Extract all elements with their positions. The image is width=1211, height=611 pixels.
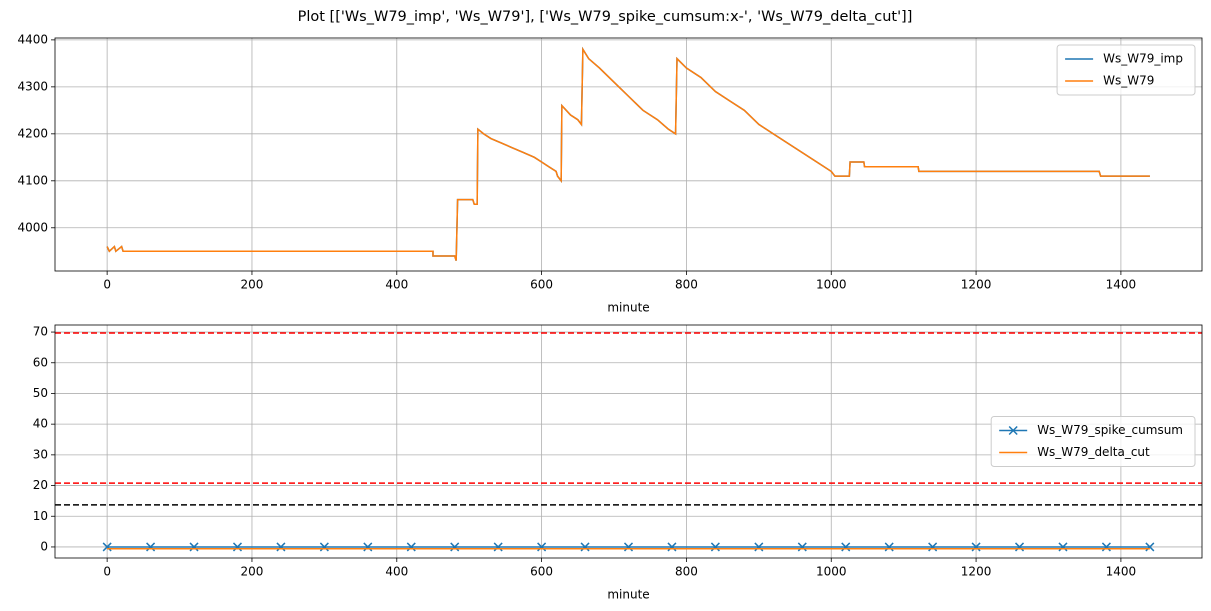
marker (1014, 542, 1025, 552)
marker (1058, 542, 1068, 552)
marker (667, 542, 677, 552)
y-tick-label: 10 (33, 509, 48, 523)
x-tick-label: 200 (241, 278, 264, 292)
legend-label: Ws_W79_imp (1103, 52, 1183, 66)
marker (493, 542, 503, 552)
figure-title: Plot [['Ws_W79_imp', 'Ws_W79'], ['Ws_W79… (298, 9, 913, 25)
legend-box (1056, 44, 1196, 96)
series-line (106, 46, 1150, 261)
y-tick-label: 4400 (17, 32, 48, 46)
y-tick-label: 4200 (17, 126, 48, 140)
y-tick-label: 20 (33, 478, 48, 492)
x-tick-label: 1200 (961, 278, 992, 292)
marker (971, 542, 981, 552)
marker (363, 542, 373, 552)
plot-area (55, 332, 1202, 552)
marker (710, 542, 720, 552)
marker (928, 542, 938, 552)
x-tick-label: 1400 (1106, 565, 1137, 579)
marker (580, 542, 590, 552)
marker (1101, 542, 1111, 552)
y-tick-label: 50 (33, 386, 48, 400)
x-tick-label: 1200 (961, 565, 992, 579)
marker (450, 542, 460, 552)
marker (102, 542, 112, 552)
y-tick-label: 30 (33, 447, 48, 461)
marker (884, 542, 894, 552)
marker (537, 542, 547, 552)
legend-label: Ws_W79_spike_cumsum (1037, 423, 1183, 437)
x-tick-label: 1000 (816, 565, 847, 579)
x-tick-label: 800 (675, 278, 698, 292)
y-tick-label: 0 (40, 539, 48, 553)
x-tick-label: 400 (385, 278, 408, 292)
x-tick-label: 0 (103, 278, 111, 292)
marker (1145, 542, 1155, 552)
marker (623, 542, 634, 552)
axes-frame (54, 324, 1203, 559)
x-tick-label: 200 (241, 565, 264, 579)
legend-marker (1008, 425, 1018, 436)
marker (276, 542, 286, 552)
marker (797, 542, 807, 552)
x-tick-label: 800 (675, 565, 698, 579)
marker (754, 542, 764, 552)
marker (146, 542, 156, 552)
legend-label: Ws_W79 (1103, 74, 1154, 88)
marker (319, 542, 329, 552)
y-tick-label: 40 (33, 417, 48, 431)
y-tick-label: 4000 (17, 220, 48, 234)
x-tick-label: 1000 (816, 278, 847, 292)
y-tick-label: 4100 (17, 173, 48, 187)
marker (189, 542, 199, 552)
x-tick-label: 400 (385, 565, 408, 579)
x-axis-label: minute (607, 301, 649, 315)
x-tick-label: 0 (103, 565, 111, 579)
x-tick-label: 600 (530, 278, 553, 292)
y-tick-label: 70 (33, 325, 48, 339)
marker (406, 542, 416, 552)
y-tick-label: 60 (33, 355, 48, 369)
plot-area (106, 46, 1150, 261)
x-tick-label: 1400 (1106, 278, 1137, 292)
y-tick-label: 4300 (17, 79, 48, 93)
x-tick-label: 600 (530, 565, 553, 579)
x-axis-label: minute (607, 588, 649, 602)
marker (841, 542, 851, 552)
legend-label: Ws_W79_delta_cut (1037, 445, 1150, 459)
series-line (106, 46, 1150, 261)
axes-frame (54, 37, 1203, 272)
marker (232, 542, 243, 552)
legend-box (990, 416, 1196, 467)
